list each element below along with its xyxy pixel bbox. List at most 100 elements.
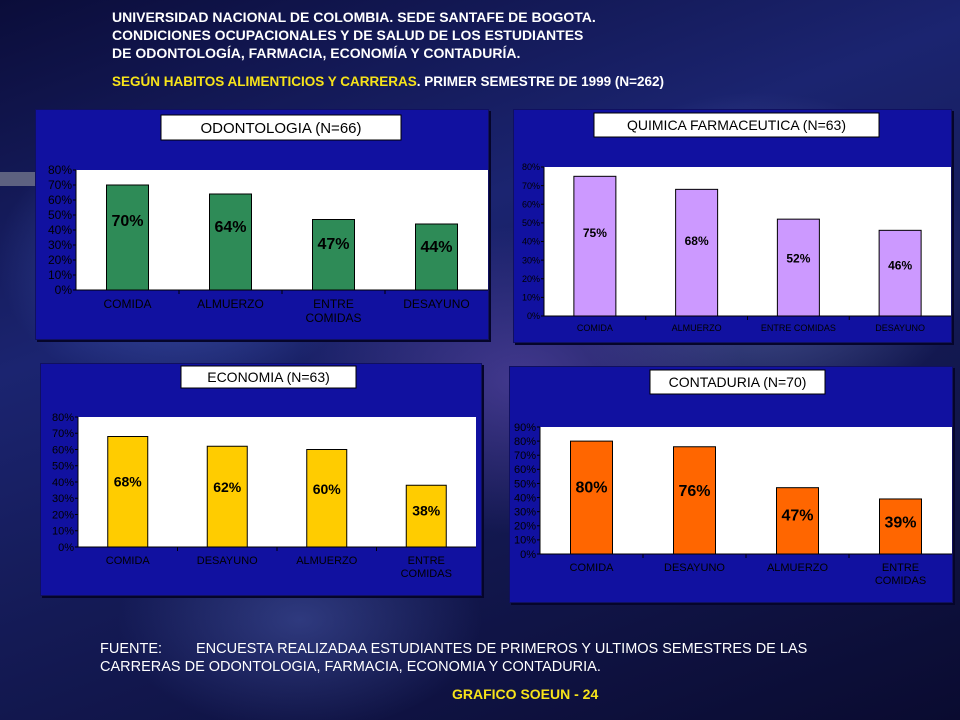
chart-title-box [649,369,826,395]
chart-economia-svg: ECONOMIA (N=63) 0% 10% 20% 30% 40% 50% 60% 70% 80… [52,365,476,580]
chart-title-box [160,114,402,141]
x-tick-label: ALMUERZO [767,562,829,574]
y-tick-label: 10% [48,268,72,282]
decorative-bar [0,172,40,186]
y-tick-label: 50% [52,461,74,473]
chart-title: CONTADURIA (N=70) [669,374,807,390]
header-line-2: CONDICIONES OCUPACIONALES Y DE SALUD DE … [112,27,584,43]
x-tick-label: COMIDAS [305,311,361,325]
x-tick-label: COMIDA [577,323,613,333]
chart-title: QUIMICA FARMACEUTICA (N=63) [627,117,846,133]
y-tick-label: 0% [55,283,73,297]
x-tick-label: COMIDA [106,555,151,567]
y-tick-label: 60% [52,444,74,456]
y-tick-label: 70% [52,428,74,440]
y-tick-label: 60% [48,193,72,207]
y-tick-label: 60% [522,199,540,209]
y-tick-label: 60% [514,464,536,476]
bar [573,175,617,317]
bar [306,449,348,548]
y-tick-label: 80% [52,412,74,424]
data-label: 52% [786,252,810,266]
y-tick-label: 20% [522,274,540,284]
footer-line-2: CARRERAS DE ODONTOLOGIA, FARMACIA, ECONO… [100,659,601,675]
grafico-label: GRAFICO SOEUN - 24 [452,686,599,702]
y-tick-label: 40% [48,223,72,237]
y-tick-label: 0% [527,311,540,321]
x-tick-label: COMIDA [104,297,152,311]
chart-quimica-farmaceutica: QUIMICA FARMACEUTICA (N=63) 0% 10% 20% 30% 40… [513,109,952,343]
bar [209,193,252,291]
data-label: 76% [678,483,710,500]
header-line-1: UNIVERSIDAD NACIONAL DE COLOMBIA. SEDE S… [112,9,596,25]
data-label: 47% [781,508,813,525]
x-tick-label: ENTRE [408,555,445,567]
y-tick-label: 90% [514,422,536,434]
chart-contaduria-svg: CONTADURIA (N=70) 0% 10% 20% 30% 40% 50% 60% 70%… [514,369,952,587]
y-tick-label: 30% [514,507,536,519]
data-label: 46% [888,258,912,272]
y-tick-label: 0% [520,549,536,561]
y-tick-label: 40% [514,492,536,504]
bar [312,219,355,291]
bar [878,229,922,317]
x-tick-label: COMIDAS [875,575,926,587]
footer-source: FUENTE: ENCUESTA REALIZADAA ESTUDIANTES D… [100,640,807,676]
y-tick-label: 30% [52,493,74,505]
bar [675,188,719,317]
x-tick-label: ALMUERZO [296,555,358,567]
data-label: 62% [213,479,242,495]
bar [107,436,149,548]
y-tick-label: 80% [514,436,536,448]
x-tick-label: DESAYUNO [664,562,725,574]
bar [879,498,922,555]
chart-title: ECONOMIA (N=63) [207,369,330,385]
x-tick-label: DESAYUNO [403,297,469,311]
header-line-3: DE ODONTOLOGÍA, FARMACIA, ECONOMÍA Y CON… [112,45,521,61]
chart-title: ODONTOLOGIA (N=66) [200,120,361,137]
y-tick-label: 50% [48,208,72,222]
footer-line-1: ENCUESTA REALIZADAA ESTUDIANTES DE PRIME… [196,641,808,657]
y-tick-label: 10% [514,535,536,547]
y-tick-label: 50% [522,218,540,228]
chart-title-box [593,112,880,138]
y-tick-label: 30% [522,255,540,265]
bar [673,446,716,555]
chart-contaduria: CONTADURIA (N=70) 0% 10% 20% 30% 40% 50% 60% 70%… [509,366,953,603]
y-tick-label: 70% [48,178,72,192]
data-label: 64% [214,219,246,236]
bar [570,440,613,555]
chart-title-box [180,365,357,389]
x-tick-label: DESAYUNO [875,323,925,333]
bar [776,218,820,317]
data-label: 68% [685,234,709,248]
y-tick-label: 40% [522,237,540,247]
data-label: 70% [111,213,143,230]
x-tick-label: ALMUERZO [197,297,264,311]
x-tick-label: COMIDA [570,562,615,574]
bar [106,184,149,291]
data-label: 39% [884,514,916,531]
bar [206,445,248,548]
bar [776,487,819,555]
x-tick-label: ENTRE [313,297,354,311]
subtitle: SEGÚN HABITOS ALIMENTICIOS Y CARRERAS. P… [112,74,664,89]
x-tick-label: ENTRE [882,562,919,574]
data-label: 75% [583,226,607,240]
y-tick-label: 20% [514,521,536,533]
y-tick-label: 0% [58,542,74,554]
data-label: 68% [114,473,143,489]
subtitle-yellow: SEGÚN HABITOS ALIMENTICIOS Y CARRERAS [112,74,417,89]
x-tick-label: ALMUERZO [672,323,722,333]
chart-odontologia: ODONTOLOGIA (N=66) 0% 10% 20% 30% 40% 50% 60% 70… [35,109,489,340]
data-label: 44% [420,239,452,256]
data-label: 60% [313,481,342,497]
y-tick-label: 70% [514,450,536,462]
data-label: 38% [412,503,441,519]
y-tick-label: 40% [52,477,74,489]
y-tick-label: 10% [52,526,74,538]
y-tick-label: 10% [522,293,540,303]
y-tick-label: 50% [514,478,536,490]
x-tick-label: ENTRE COMIDAS [761,323,836,333]
data-label: 80% [575,480,607,497]
